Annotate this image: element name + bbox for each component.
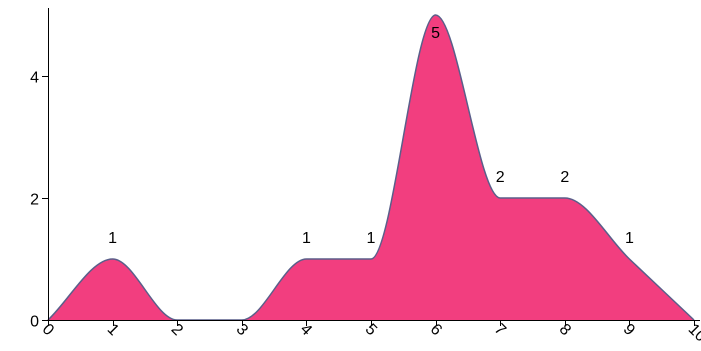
area-series-outline bbox=[47, 14, 695, 321]
data-label: 2 bbox=[560, 169, 569, 186]
y-ticks: 0 2 4 bbox=[30, 70, 48, 331]
x-tick-label: 7 bbox=[491, 321, 509, 339]
x-tick-label: 5 bbox=[362, 321, 380, 339]
area-series bbox=[48, 15, 694, 320]
x-tick-label: 8 bbox=[556, 321, 574, 339]
y-tick-label: 0 bbox=[30, 314, 39, 331]
data-label: 1 bbox=[625, 230, 634, 247]
x-tick-label: 1 bbox=[104, 321, 122, 339]
y-tick-label: 2 bbox=[30, 192, 39, 209]
y-axis: 0 2 4 bbox=[30, 8, 49, 331]
x-tick-label: 6 bbox=[427, 321, 445, 339]
y-tick-label: 4 bbox=[30, 70, 39, 87]
data-label: 5 bbox=[431, 25, 440, 42]
data-label: 1 bbox=[108, 230, 117, 247]
x-tick-label: 3 bbox=[233, 321, 251, 339]
data-label: 2 bbox=[496, 169, 505, 186]
data-labels: 1 1 1 5 2 2 1 bbox=[108, 25, 634, 247]
x-ticks: 0 1 2 3 4 5 6 7 8 9 10 bbox=[39, 320, 701, 345]
x-tick-label: 4 bbox=[297, 321, 315, 339]
x-tick-label: 0 bbox=[39, 321, 57, 339]
x-axis: 0 1 2 3 4 5 6 7 8 9 10 bbox=[39, 320, 701, 345]
data-label: 1 bbox=[367, 230, 376, 247]
data-label: 1 bbox=[302, 230, 311, 247]
x-tick-label: 10 bbox=[685, 321, 701, 346]
x-tick-label: 2 bbox=[168, 321, 186, 339]
x-tick-label: 9 bbox=[620, 321, 638, 339]
plot-area bbox=[47, 14, 695, 321]
